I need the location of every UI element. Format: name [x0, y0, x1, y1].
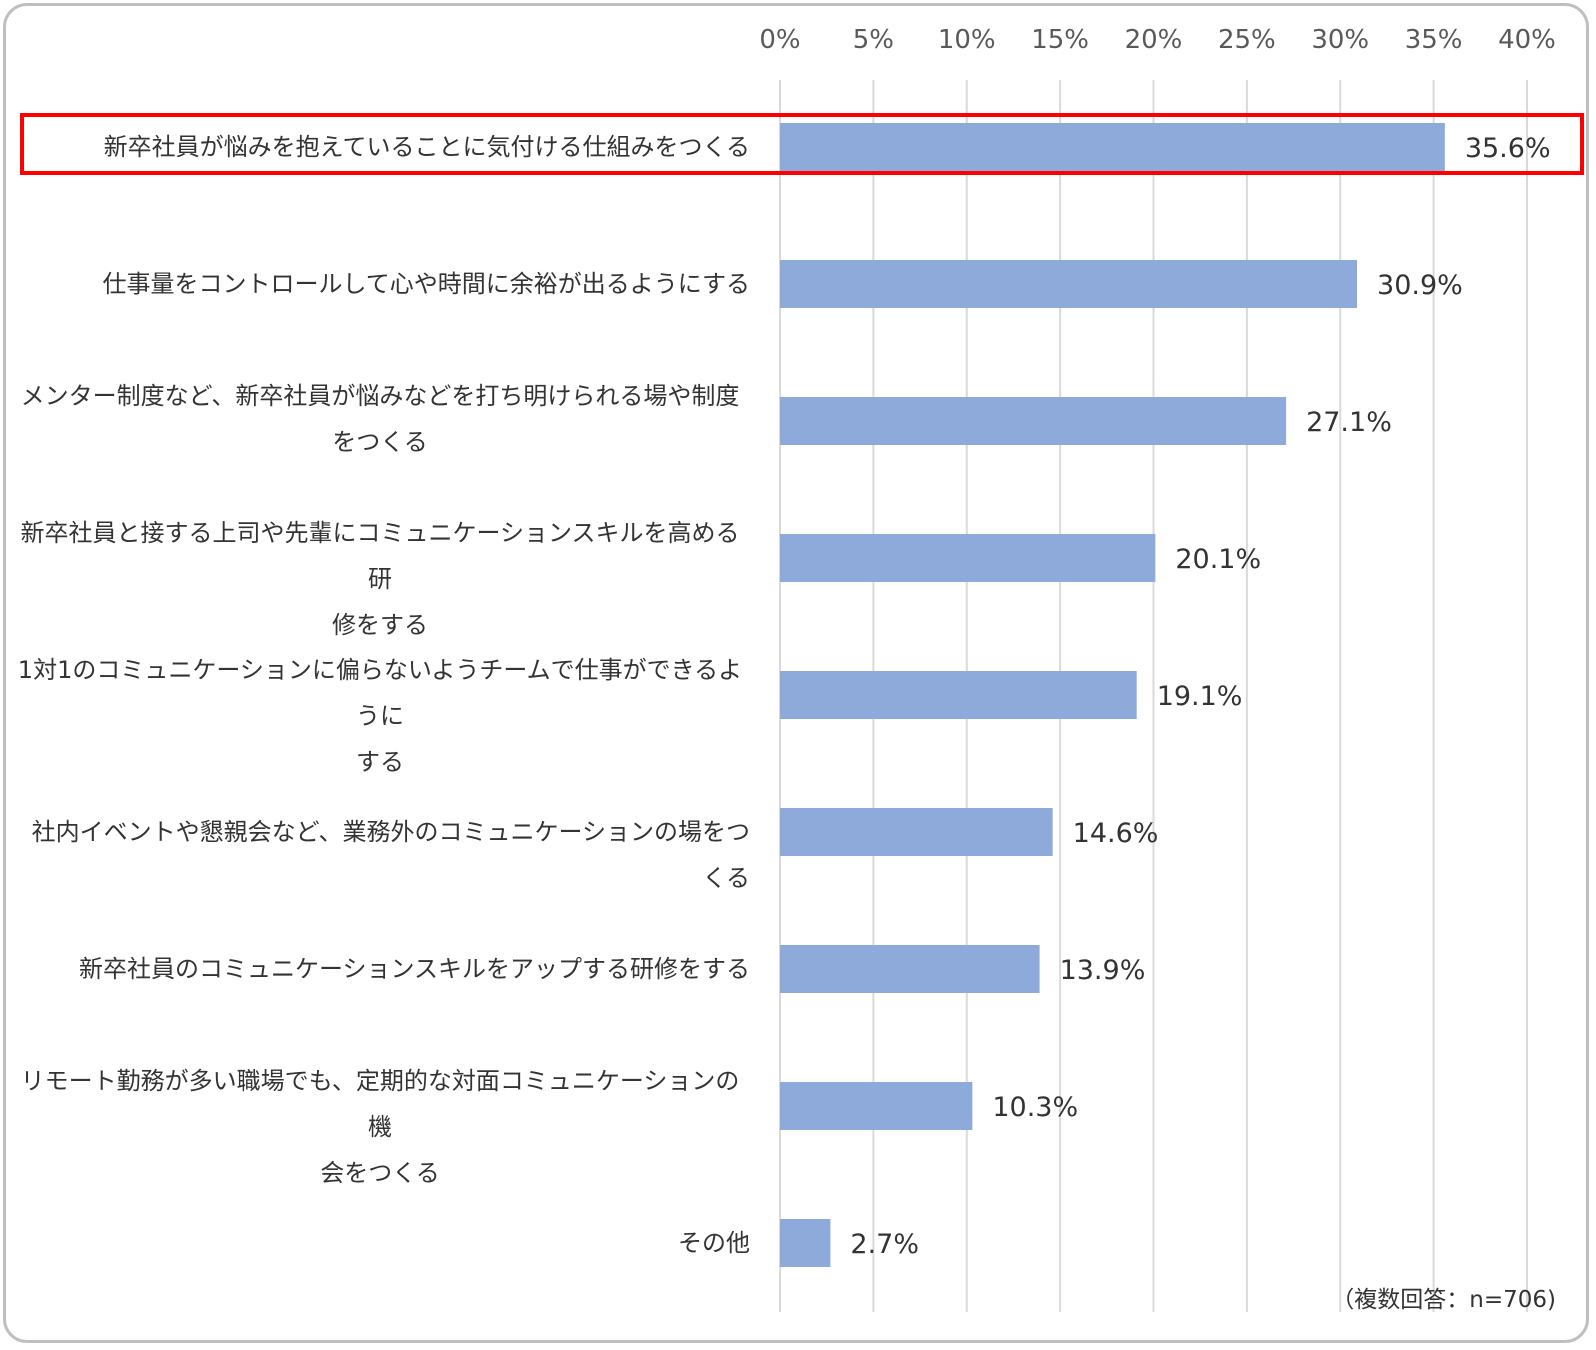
- highlight-box: [20, 113, 1584, 175]
- x-tick-label: 25%: [1218, 25, 1276, 55]
- category-label: メンター制度など、新卒社員が悩みなどを打ち明けられる場や制度 をつくる: [10, 373, 750, 465]
- bar: [780, 1082, 973, 1130]
- category-label-line: リモート勤務が多い職場でも、定期的な対面コミュニケーションの機: [20, 1067, 740, 1141]
- bar-value-label: 30.9%: [1377, 270, 1463, 301]
- category-label-line: 社内イベントや懇親会など、業務外のコミュニケーションの場をつくる: [31, 818, 750, 892]
- bar-value-label: 19.1%: [1157, 681, 1243, 712]
- x-tick-label: 0%: [759, 25, 800, 55]
- category-label: 新卒社員のコミュニケーションスキルをアップする研修をする: [10, 946, 750, 992]
- x-tick-label: 10%: [938, 25, 996, 55]
- bar-value-label: 35.6%: [1465, 133, 1551, 164]
- category-label: 仕事量をコントロールして心や時間に余裕が出るようにする: [10, 261, 750, 307]
- category-label-line: 1対1のコミュニケーションに偏らないようチームで仕事ができるように: [17, 656, 743, 730]
- category-label-line: メンター制度など、新卒社員が悩みなどを打ち明けられる場や制度: [20, 382, 740, 410]
- category-label: 新卒社員と接する上司や先輩にコミュニケーションスキルを高める研修をする: [10, 510, 750, 648]
- category-label-line: その他: [678, 1229, 750, 1257]
- category-label: その他: [10, 1220, 750, 1266]
- bar: [780, 534, 1156, 582]
- bar-value-label: 14.6%: [1073, 818, 1159, 849]
- category-label: 社内イベントや懇親会など、業務外のコミュニケーションの場をつくる: [10, 809, 750, 901]
- bar-value-label: 20.1%: [1175, 544, 1261, 575]
- category-label: 新卒社員が悩みを抱えていることに気付ける仕組みをつくる: [10, 124, 750, 170]
- bar-value-label: 10.3%: [992, 1092, 1078, 1123]
- x-tick-label: 5%: [853, 25, 894, 55]
- category-label-line: をつくる: [332, 428, 428, 456]
- bar: [780, 945, 1040, 993]
- bar: [780, 1219, 831, 1267]
- x-tick-label: 30%: [1311, 25, 1369, 55]
- x-tick-label: 15%: [1031, 25, 1089, 55]
- bar-value-label: 13.9%: [1060, 955, 1146, 986]
- category-label-line: 修をする: [332, 611, 428, 639]
- category-label-line: 新卒社員が悩みを抱えていることに気付ける仕組みをつくる: [103, 133, 750, 161]
- bar: [780, 808, 1053, 856]
- category-label-line: 仕事量をコントロールして心や時間に余裕が出るようにする: [102, 270, 750, 298]
- category-label: リモート勤務が多い職場でも、定期的な対面コミュニケーションの機会をつくる: [10, 1058, 750, 1196]
- x-tick-label: 40%: [1498, 25, 1556, 55]
- x-tick-label: 35%: [1405, 25, 1463, 55]
- bar: [780, 671, 1137, 719]
- category-label-line: 新卒社員と接する上司や先輩にコミュニケーションスキルを高める研: [20, 519, 740, 593]
- category-label-line: 会をつくる: [320, 1159, 440, 1187]
- bar-value-label: 27.1%: [1306, 407, 1392, 438]
- category-label: 1対1のコミュニケーションに偏らないようチームで仕事ができるようにする: [10, 647, 750, 785]
- sample-note: （複数回答：n=706): [1331, 1287, 1556, 1313]
- bar: [780, 397, 1287, 445]
- category-label-line: 新卒社員のコミュニケーションスキルをアップする研修をする: [78, 955, 750, 983]
- bar-value-label: 2.7%: [850, 1229, 919, 1260]
- x-tick-label: 20%: [1125, 25, 1183, 55]
- category-label-line: する: [356, 748, 404, 776]
- bar: [780, 123, 1445, 171]
- bar: [780, 260, 1358, 308]
